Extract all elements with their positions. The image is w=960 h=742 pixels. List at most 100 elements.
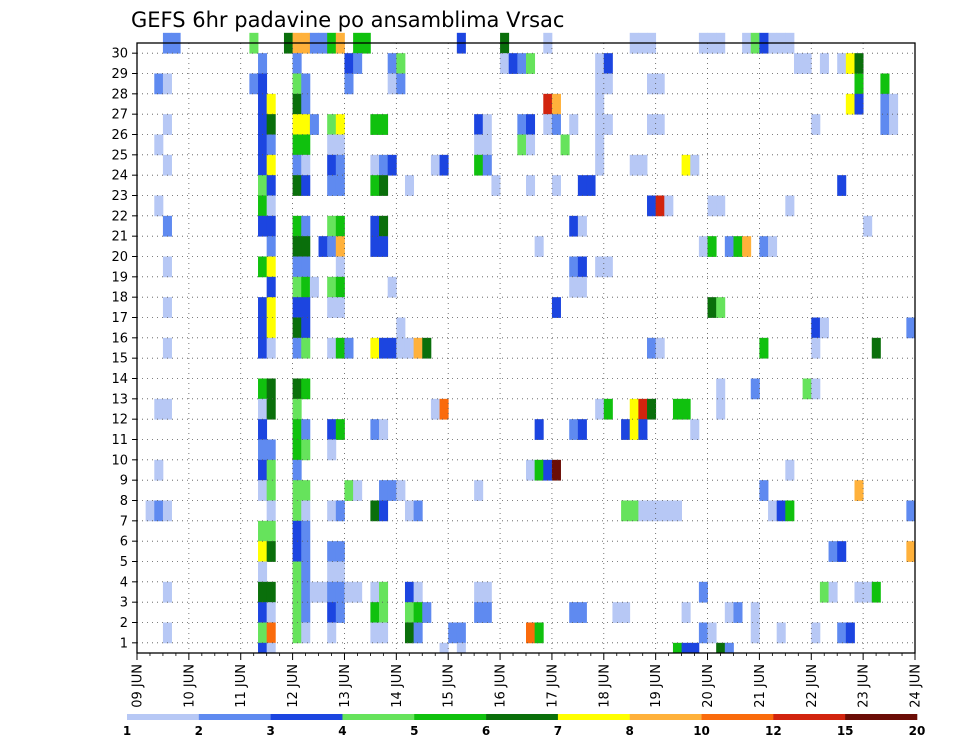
y-tick-label: 7: [120, 514, 128, 529]
heatmap-cell: [301, 602, 311, 623]
y-tick-label: 1: [120, 636, 128, 651]
heatmap-cell: [629, 398, 639, 420]
heatmap-cell: [828, 541, 838, 562]
heatmap-cell: [266, 154, 276, 176]
heatmap-cell: [309, 581, 319, 603]
heatmap-cell: [162, 215, 172, 237]
heatmap-cell: [335, 561, 345, 583]
heatmap-cell: [387, 276, 397, 298]
heatmap-cell: [258, 175, 268, 196]
heatmap-cell: [526, 622, 536, 644]
heatmap-cell: [768, 236, 778, 257]
heatmap-cell: [266, 297, 276, 318]
heatmap-cell: [396, 480, 406, 501]
heatmap-cell: [327, 276, 337, 298]
heatmap-cell: [335, 236, 345, 257]
heatmap-cell: [595, 398, 605, 420]
heatmap-cell: [621, 602, 631, 623]
heatmap-cell: [655, 73, 665, 95]
heatmap-cell: [526, 53, 536, 74]
heatmap-cell: [370, 215, 380, 237]
heatmap-cell: [162, 256, 172, 278]
heatmap-cell: [327, 297, 337, 318]
legend-label: 4: [338, 724, 346, 738]
heatmap-cell: [569, 114, 579, 135]
heatmap-cell: [370, 602, 380, 623]
heatmap-cell: [266, 480, 276, 501]
y-tick-label: 13: [111, 392, 128, 407]
heatmap-cell: [301, 93, 311, 115]
heatmap-cell: [266, 256, 276, 278]
heatmap-cell: [759, 480, 769, 501]
y-tick-label: 18: [111, 291, 128, 306]
heatmap-cell: [344, 480, 354, 501]
heatmap-cell: [249, 73, 259, 95]
heatmap-cell: [370, 337, 380, 359]
heatmap-cell: [647, 500, 657, 522]
heatmap-cell: [379, 602, 389, 623]
heatmap-cell: [379, 500, 389, 522]
heatmap-cell: [327, 215, 337, 237]
heatmap-cell: [845, 622, 855, 644]
heatmap-cell: [258, 114, 268, 135]
heatmap-cell: [266, 459, 276, 481]
heatmap-cell: [672, 500, 682, 522]
heatmap-cell: [162, 622, 172, 644]
heatmap-cell: [396, 73, 406, 95]
y-tick-label: 2: [120, 616, 128, 631]
heatmap-cell: [379, 419, 389, 440]
heatmap-cell: [327, 541, 337, 562]
heatmap-cell: [370, 419, 380, 440]
y-axis-ticks: 1234567891011121314151617181920212223242…: [111, 47, 137, 651]
heatmap-cell: [266, 439, 276, 461]
heatmap-cell: [335, 154, 345, 176]
legend-color-swatch: [845, 714, 918, 720]
heatmap-cell: [379, 581, 389, 603]
heatmap-cell: [154, 195, 164, 217]
heatmap-cell: [258, 480, 268, 501]
heatmap-cell: [379, 114, 389, 135]
heatmap-cell: [595, 53, 605, 74]
heatmap-cell: [880, 114, 890, 135]
y-tick-label: 12: [111, 413, 128, 428]
heatmap-cell: [638, 500, 648, 522]
heatmap-cell: [577, 419, 587, 440]
heatmap-cell: [301, 520, 311, 542]
heatmap-cell: [698, 622, 708, 644]
heatmap-cell: [560, 134, 570, 156]
y-tick-label: 20: [111, 250, 128, 265]
heatmap-cell: [258, 541, 268, 562]
x-tick-label: 18 JUN: [597, 664, 612, 708]
y-tick-label: 10: [111, 453, 128, 468]
heatmap-cell: [672, 642, 682, 653]
heatmap-cell: [292, 419, 302, 440]
heatmap-cell: [482, 154, 492, 176]
heatmap-cell: [707, 195, 717, 217]
legend-label: 6: [482, 724, 490, 738]
heatmap-cell: [863, 215, 873, 237]
heatmap-cell: [413, 500, 423, 522]
x-tick-label: 21 JUN: [753, 664, 768, 708]
heatmap-cell: [819, 581, 829, 603]
heatmap-cell: [266, 602, 276, 623]
heatmap-cell: [664, 195, 674, 217]
heatmap-cell: [258, 622, 268, 644]
heatmap-cell: [681, 602, 691, 623]
heatmap-cell: [335, 134, 345, 156]
heatmap-cell: [681, 642, 691, 653]
y-tick-label: 4: [120, 575, 128, 590]
heatmap-cell: [335, 500, 345, 522]
heatmap-cell: [387, 337, 397, 359]
heatmap-cell: [301, 378, 311, 400]
heatmap-cell: [387, 480, 397, 501]
heatmap-cell: [811, 378, 821, 400]
heatmap-cell: [811, 317, 821, 339]
heatmap-cell: [647, 114, 657, 135]
heatmap-cell: [819, 317, 829, 339]
heatmap-cell: [690, 642, 700, 653]
heatmap-cell: [880, 73, 890, 95]
heatmap-cell: [802, 378, 812, 400]
heatmap-cell: [707, 297, 717, 318]
x-tick-label: 24 JUN: [909, 664, 924, 708]
heatmap-cell: [353, 53, 363, 74]
